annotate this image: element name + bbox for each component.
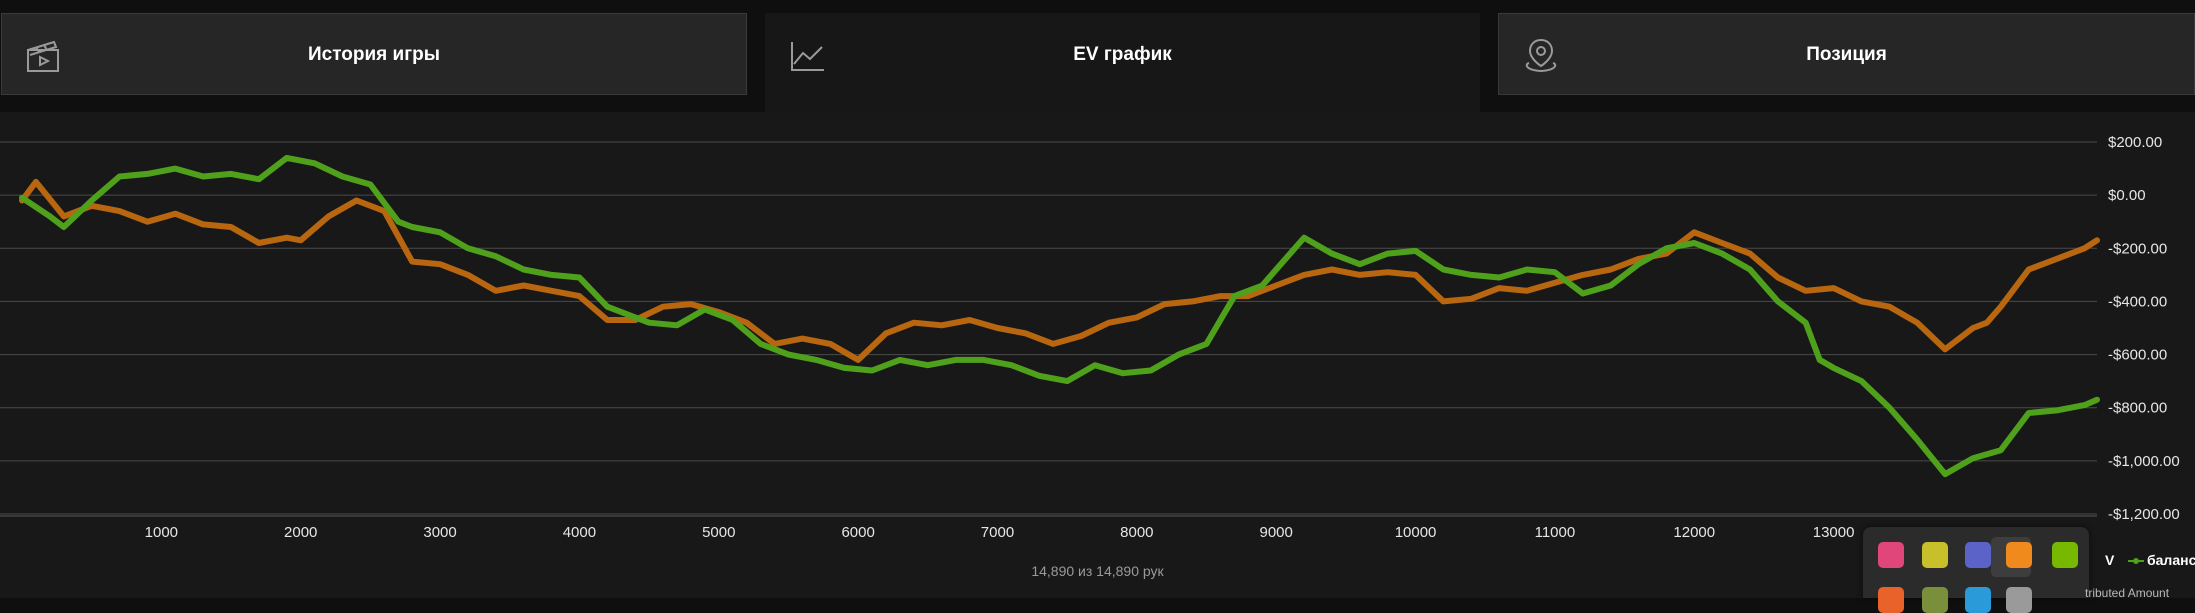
legend-balance-label: баланс xyxy=(2147,552,2195,568)
x-tick-label: 6000 xyxy=(841,524,874,541)
muted-speaker-icon[interactable] xyxy=(2006,587,2032,613)
system-tray-overflow xyxy=(1863,527,2089,613)
y-tick-label: -$1,000.00 xyxy=(2108,453,2180,470)
office-icon[interactable] xyxy=(2006,542,2032,568)
app-icon-orange[interactable] xyxy=(1878,587,1904,613)
key-icon[interactable] xyxy=(1922,542,1948,568)
location-pin-icon xyxy=(1525,38,1557,73)
y-tick-label: -$400.00 xyxy=(2108,293,2167,310)
clipped-text: tributed Amount xyxy=(2085,586,2170,600)
screen-capture-icon[interactable] xyxy=(1878,542,1904,568)
y-tick-label: -$600.00 xyxy=(2108,347,2167,364)
teams-icon[interactable] xyxy=(1965,542,1991,568)
app-icon-multi[interactable] xyxy=(1922,587,1948,613)
x-tick-label: 9000 xyxy=(1260,524,1293,541)
x-tick-label: 1000 xyxy=(145,524,178,541)
x-tick-label: 2000 xyxy=(284,524,317,541)
tab-position-label: Позиция xyxy=(1806,44,1887,65)
x-tick-label: 13000 xyxy=(1813,524,1855,541)
tab-ev-chart[interactable]: EV график xyxy=(765,13,1480,113)
y-tick-label: $0.00 xyxy=(2108,187,2146,204)
chart-grid xyxy=(0,141,2097,517)
x-tick-label: 10000 xyxy=(1395,524,1437,541)
x-tick-label: 4000 xyxy=(563,524,596,541)
chart-series xyxy=(19,154,2100,478)
x-tick-label: 3000 xyxy=(423,524,456,541)
y-tick-label: $200.00 xyxy=(2108,134,2162,151)
y-tick-label: -$1,200.00 xyxy=(2108,506,2180,523)
ev-chart-panel: $200.00 $0.00 -$200.00 -$400.00 -$600.00 -$80… xyxy=(0,112,2195,598)
tab-position[interactable]: Позиция xyxy=(1498,13,2195,95)
ev-series-line xyxy=(19,178,2100,363)
x-tick-label: 12000 xyxy=(1673,524,1715,541)
tab-ev-chart-label: EV график xyxy=(1073,44,1172,65)
ev-chart: $200.00 $0.00 -$200.00 -$400.00 -$600.00 -$80… xyxy=(0,134,2180,541)
hand-count-text: 14,890 из 14,890 рук xyxy=(1031,563,1164,579)
x-tick-label: 8000 xyxy=(1120,524,1153,541)
globe-icon[interactable] xyxy=(1965,587,1991,613)
x-tick-label: 11000 xyxy=(1535,524,1576,541)
y-tick-label: -$800.00 xyxy=(2108,400,2167,417)
legend-ev-label: V xyxy=(2105,552,2115,568)
chart-labels: $200.00 $0.00 -$200.00 -$400.00 -$600.00 -$80… xyxy=(145,134,2180,541)
x-tick-label: 7000 xyxy=(981,524,1014,541)
legend-balance-marker xyxy=(2128,558,2144,565)
legend-balance[interactable]: баланс xyxy=(2128,552,2195,568)
nvidia-icon[interactable] xyxy=(2052,542,2078,568)
clapperboard-icon xyxy=(27,40,59,72)
line-chart-icon xyxy=(791,42,824,71)
tab-history[interactable]: История игры xyxy=(1,13,747,95)
x-tick-label: 5000 xyxy=(702,524,735,541)
balance-series-line xyxy=(19,154,2100,478)
y-tick-label: -$200.00 xyxy=(2108,240,2167,257)
tab-history-label: История игры xyxy=(308,44,440,65)
